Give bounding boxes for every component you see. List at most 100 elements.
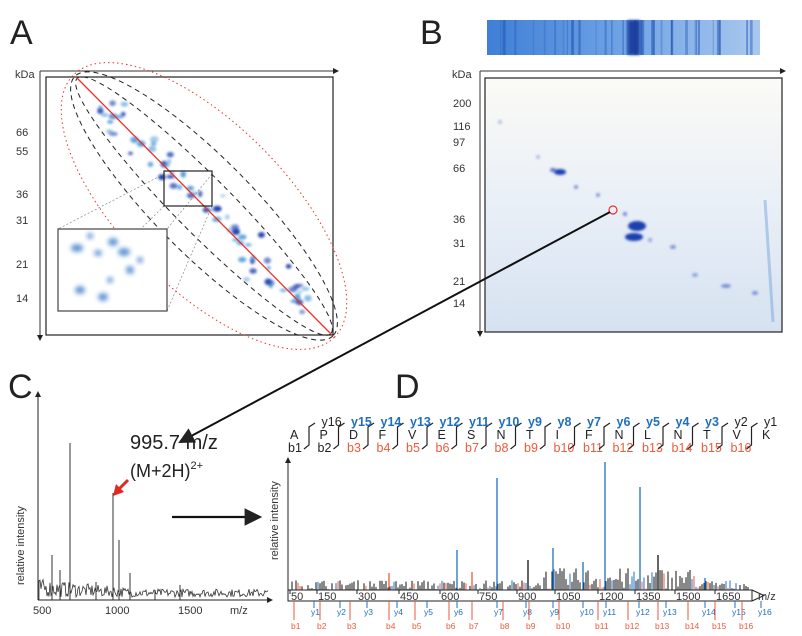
b-y-tick: 31 xyxy=(453,238,465,250)
b-1d-gel-strip xyxy=(487,20,760,55)
b-strip-band xyxy=(514,20,517,55)
a-protein-spot xyxy=(299,309,306,315)
b-strip-band xyxy=(595,20,597,55)
d-x-tick: 150 xyxy=(318,591,336,603)
a-protein-spot xyxy=(263,257,271,264)
y-ion-ladder-label: y1 xyxy=(764,415,777,429)
y-ion-ladder-label: y14 xyxy=(381,415,402,429)
b-ion-label: b5 xyxy=(412,621,422,631)
fragment-bracket xyxy=(687,422,699,450)
a-protein-spot xyxy=(147,161,154,168)
a-protein-spot xyxy=(264,278,273,286)
d-fragment-ion-marks: y1 y2 y3 y4 y5 y6 y7 y8 y9 y10 y11 y12 y13 y14 y15 y16 b… xyxy=(291,601,772,631)
a-protein-spot xyxy=(107,120,114,124)
d-x-tick: 900 xyxy=(518,591,536,603)
b-ion-ladder-label: b14 xyxy=(672,441,693,455)
d-x-label: m/z xyxy=(758,591,776,603)
d-x-ticks: 50 150 300 450 600 750 900 1050 1200 1350 1500 1650 xyxy=(289,590,740,603)
c-x-tick: 1500 xyxy=(178,605,202,617)
a-protein-spot xyxy=(166,151,174,158)
a-protein-spot xyxy=(120,111,126,117)
b-protein-spot xyxy=(692,273,698,277)
y-ion-label: y7 xyxy=(494,607,503,617)
b-strip-band xyxy=(566,20,568,55)
b-strip-band xyxy=(532,20,535,55)
fragment-bracket xyxy=(539,422,552,450)
b-strip-band xyxy=(640,20,643,55)
sequence-residue: L xyxy=(644,428,651,442)
b-strip-band xyxy=(562,20,565,55)
c-x-label: m/z xyxy=(230,605,248,617)
a-protein-spot xyxy=(257,231,265,238)
b-strip-band xyxy=(543,20,546,55)
a-protein-spot xyxy=(186,185,195,191)
a-zoom-region-box xyxy=(163,170,213,207)
a-protein-spot xyxy=(266,266,271,270)
sequence-residue: N xyxy=(497,428,506,442)
b-ion-ladder-label: b10 xyxy=(554,441,575,455)
b-strip-band xyxy=(712,20,714,55)
fragment-bracket xyxy=(303,422,316,450)
b-ion-ladder-label: b7 xyxy=(465,441,479,455)
b-y-ticks: 200 116 97 66 36 31 21 14 xyxy=(453,98,471,310)
b-strip-band xyxy=(694,20,697,55)
a-protein-spot xyxy=(209,207,215,212)
b-selected-spot-circle xyxy=(608,205,618,215)
panel-label-b: B xyxy=(420,14,443,52)
sequence-residue: P xyxy=(320,428,328,442)
b-y-tick: 116 xyxy=(453,121,471,133)
b-strip-band xyxy=(502,20,505,55)
panel-b-2d-gel: kDa 200 116 97 66 36 31 21 14 xyxy=(452,20,786,337)
b-protein-spot xyxy=(498,120,502,124)
a-protein-spot xyxy=(238,256,247,263)
b-y-tick: 97 xyxy=(453,137,465,149)
d-x-tick: 1200 xyxy=(599,591,623,603)
a-inset-spot xyxy=(87,233,93,239)
a-protein-spot xyxy=(212,205,222,212)
c-noise-trace xyxy=(38,578,269,600)
panel-d-msms-spectrum: m/z 50 150 300 450 600 750 900 1050 1200 1350 1500… xyxy=(269,415,777,631)
y-ion-label: y14 xyxy=(702,607,716,617)
y-ion-label: y4 xyxy=(394,607,403,617)
b-protein-spot xyxy=(628,221,646,231)
b-ion-ladder-label: b3 xyxy=(347,441,361,455)
b-strip-band xyxy=(660,20,663,55)
a-inset-spot xyxy=(126,266,134,274)
y-ion-ladder-label: y16 xyxy=(322,415,342,429)
b-ion-ladder-label: b5 xyxy=(406,441,420,455)
fragment-bracket xyxy=(598,422,611,450)
sequence-residue: I xyxy=(556,428,559,442)
a-y-ticks: 66 55 36 31 21 14 xyxy=(16,127,28,305)
b-protein-spot xyxy=(574,185,578,189)
sequence-residue: A xyxy=(290,428,299,442)
d-x-tick: 600 xyxy=(441,591,459,603)
y-ion-label: y15 xyxy=(732,607,746,617)
sequence-residue: S xyxy=(467,428,475,442)
b-ion-ladder-label: b12 xyxy=(613,441,634,455)
a-inset-spot xyxy=(137,257,143,263)
fragment-bracket xyxy=(333,422,345,450)
a-inset-spot xyxy=(98,293,108,301)
b-ion-ladder-label: b15 xyxy=(701,441,722,455)
y-ion-label: y6 xyxy=(454,607,463,617)
b-strip-band xyxy=(604,20,607,55)
fragment-bracket xyxy=(510,422,522,450)
a-protein-spot xyxy=(109,100,116,107)
a-protein-spot xyxy=(166,175,175,179)
a-protein-spot xyxy=(202,207,210,213)
b-strip-band xyxy=(746,20,748,55)
b-strip-band xyxy=(499,20,502,55)
b-ion-ladder-label: b2 xyxy=(318,441,332,455)
b-ion-ladder-label: b16 xyxy=(731,441,752,455)
y-ion-ladder-label: y11 xyxy=(469,415,489,429)
a-protein-spot xyxy=(176,184,183,190)
y-ion-label: y3 xyxy=(364,607,373,617)
b-strip-band xyxy=(641,20,644,55)
b-ion-label: b1 xyxy=(291,621,301,631)
a-protein-spot xyxy=(220,194,226,198)
a-protein-spot xyxy=(238,234,247,240)
a-protein-spot xyxy=(166,158,172,165)
c-spectrum-peaks xyxy=(38,443,269,600)
fragment-bracket xyxy=(716,422,729,450)
